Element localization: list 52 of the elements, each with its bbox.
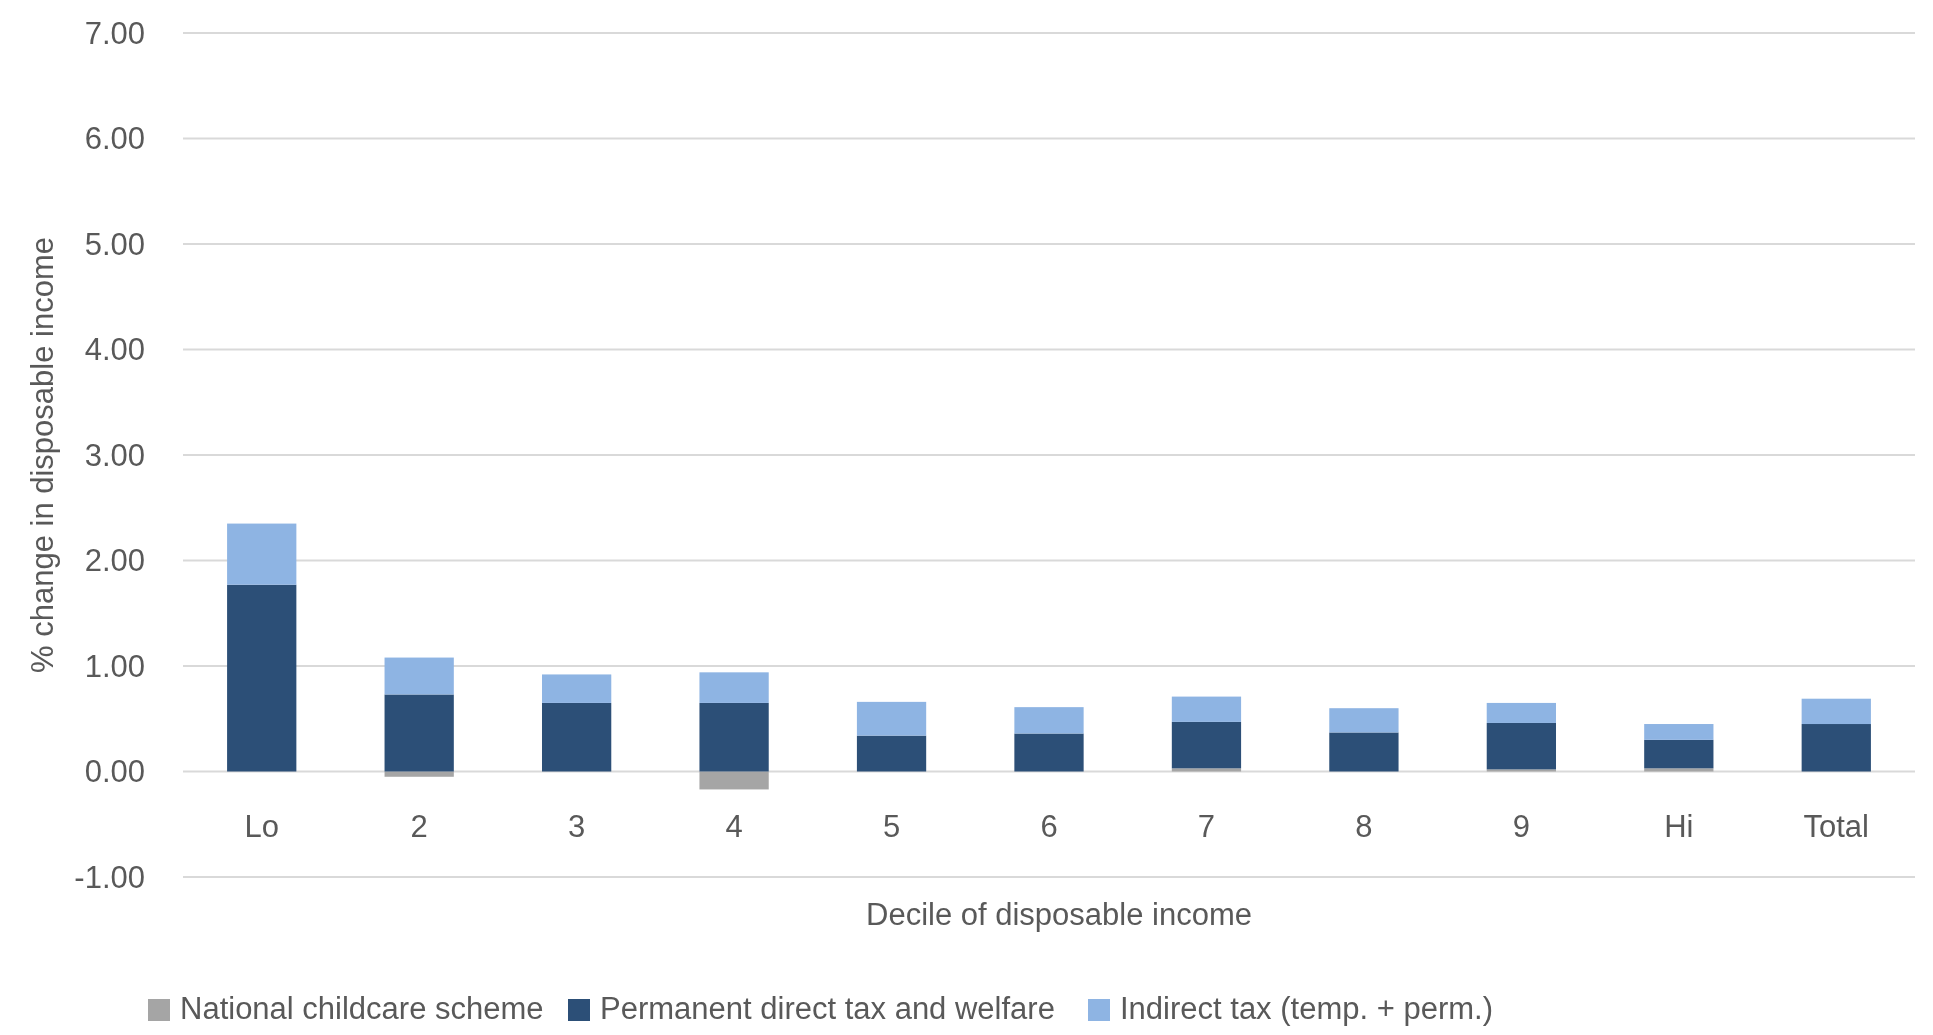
x-tick-label: 6 bbox=[1040, 809, 1058, 844]
bar bbox=[1486, 722, 1556, 770]
bar bbox=[1644, 739, 1714, 769]
y-tick-label: 0.00 bbox=[84, 754, 145, 790]
bar bbox=[227, 584, 297, 772]
y-tick-label: 1.00 bbox=[84, 648, 145, 684]
bar bbox=[1171, 768, 1242, 772]
bar bbox=[384, 657, 454, 695]
bar bbox=[1486, 702, 1556, 723]
bar bbox=[699, 672, 769, 703]
y-tick-label: 2.00 bbox=[84, 543, 145, 579]
x-tick-label: 7 bbox=[1197, 809, 1216, 844]
x-tick-label: 5 bbox=[882, 809, 901, 844]
bar bbox=[699, 771, 769, 790]
y-tick-label: -1.00 bbox=[74, 859, 145, 895]
x-tick-label: 4 bbox=[725, 809, 743, 844]
bar bbox=[1644, 768, 1714, 772]
bar bbox=[1171, 696, 1242, 722]
x-axis-title: Decile of disposable income bbox=[866, 897, 1252, 932]
x-tick-label: 8 bbox=[1355, 809, 1373, 844]
legend-label: Indirect tax (temp. + perm.) bbox=[1120, 991, 1493, 1026]
bar bbox=[856, 701, 927, 736]
bar bbox=[856, 735, 927, 772]
y-tick-label: 6.00 bbox=[84, 121, 145, 157]
x-tick-label: 9 bbox=[1512, 809, 1530, 844]
bar bbox=[227, 523, 297, 585]
legend-label: National childcare scheme bbox=[180, 991, 544, 1026]
bar bbox=[1486, 769, 1556, 772]
bar bbox=[384, 771, 454, 777]
bar bbox=[1801, 724, 1871, 772]
bar bbox=[1801, 698, 1871, 725]
bar bbox=[1329, 732, 1399, 772]
bar bbox=[1329, 708, 1399, 733]
legend-label: Permanent direct tax and welfare bbox=[600, 991, 1055, 1026]
y-tick-label: 7.00 bbox=[84, 15, 145, 51]
x-tick-label: 3 bbox=[568, 809, 586, 844]
x-tick-label: Lo bbox=[244, 809, 279, 844]
x-tick-label: Total bbox=[1803, 809, 1870, 844]
bar bbox=[699, 702, 769, 772]
x-tick-label: Hi bbox=[1664, 809, 1694, 844]
bar bbox=[1171, 721, 1242, 769]
bar bbox=[542, 674, 612, 703]
y-tick-label: 3.00 bbox=[84, 437, 145, 473]
bar bbox=[1014, 733, 1084, 772]
y-axis-title: % change in disposable income bbox=[25, 237, 60, 673]
y-tick-label: 4.00 bbox=[84, 332, 145, 368]
bar bbox=[1014, 707, 1084, 734]
bar bbox=[1644, 724, 1714, 740]
bar bbox=[384, 694, 454, 772]
x-tick-label: 2 bbox=[410, 809, 428, 844]
y-tick-label: 5.00 bbox=[84, 226, 145, 262]
bar bbox=[542, 702, 612, 772]
